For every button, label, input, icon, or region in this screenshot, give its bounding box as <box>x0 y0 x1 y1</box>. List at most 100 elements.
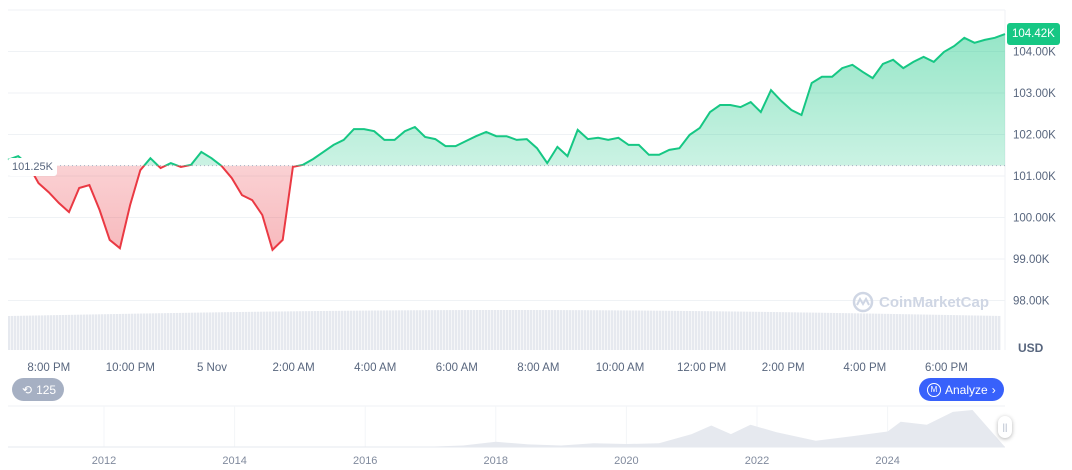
volume-bar <box>731 311 734 350</box>
volume-bar <box>11 315 14 350</box>
volume-bar <box>407 310 410 350</box>
volume-bar <box>743 311 746 350</box>
volume-bar <box>218 312 221 350</box>
volume-bar <box>182 312 185 350</box>
volume-bar <box>644 310 647 350</box>
volume-bar <box>827 312 830 350</box>
navigator-handle[interactable]: || <box>998 416 1012 438</box>
volume-bar <box>227 312 230 350</box>
volume-bar <box>524 310 527 350</box>
volume-bar <box>437 310 440 350</box>
volume-bar <box>671 310 674 350</box>
volume-bar <box>482 310 485 350</box>
volume-bar <box>698 311 701 350</box>
y-tick-label: 102.00K <box>1013 130 1056 142</box>
volume-bar <box>194 312 197 350</box>
volume-bar <box>560 310 563 350</box>
volume-bar <box>374 310 377 350</box>
navigator-year-label: 2024 <box>875 455 899 467</box>
volume-bar <box>764 311 767 350</box>
volume-bar <box>857 313 860 350</box>
volume-bar <box>806 312 809 350</box>
volume-bar <box>542 310 545 350</box>
volume-bar <box>143 313 146 350</box>
volume-bar <box>47 315 50 350</box>
volume-bar <box>848 313 851 350</box>
volume-bar <box>509 310 512 350</box>
volume-bar <box>35 315 38 350</box>
volume-bar <box>983 315 986 350</box>
volume-bar <box>629 310 632 350</box>
volume-bar <box>488 310 491 350</box>
volume-bar <box>515 310 518 350</box>
volume-bar <box>68 314 71 350</box>
volume-bar <box>110 314 113 350</box>
volume-bar <box>404 310 407 350</box>
volume-bar <box>626 310 629 350</box>
volume-bar <box>389 310 392 350</box>
volume-bar <box>365 310 368 350</box>
volume-bar <box>380 310 383 350</box>
volume-bar <box>419 310 422 350</box>
volume-bar <box>908 314 911 350</box>
volume-bar <box>485 310 488 350</box>
volume-bar <box>725 311 728 350</box>
navigator-year-label: 2020 <box>614 455 638 467</box>
volume-bar <box>845 313 848 350</box>
volume-bar <box>17 315 20 350</box>
volume-bar <box>392 310 395 350</box>
volume-bar <box>683 310 686 350</box>
volume-bar <box>473 310 476 350</box>
volume-bar <box>158 313 161 350</box>
volume-bar <box>884 313 887 350</box>
volume-bar <box>32 315 35 350</box>
history-button[interactable]: ⟲ 125 <box>12 378 65 401</box>
volume-bar <box>836 313 839 350</box>
volume-bar <box>302 311 305 350</box>
volume-bar <box>842 313 845 350</box>
volume-bar <box>413 310 416 350</box>
volume-bar <box>275 311 278 350</box>
volume-bar <box>692 311 695 350</box>
volume-bar <box>797 312 800 350</box>
volume-bar <box>233 312 236 350</box>
volume-bar <box>137 313 140 350</box>
volume-bar <box>551 310 554 350</box>
volume-bar <box>512 310 515 350</box>
volume-bar <box>104 314 107 350</box>
volume-bar <box>461 310 464 350</box>
volume-bar <box>215 312 218 350</box>
volume-bar <box>572 310 575 350</box>
volume-bar <box>638 310 641 350</box>
volume-bar <box>881 313 884 350</box>
volume-bar <box>674 310 677 350</box>
volume-bar <box>635 310 638 350</box>
volume-bar <box>656 310 659 350</box>
y-tick-label: 104.00K <box>1013 47 1056 59</box>
volume-bar <box>578 310 581 350</box>
volume-bar <box>770 311 773 350</box>
volume-bar <box>605 310 608 350</box>
volume-bar <box>476 310 479 350</box>
volume-bar <box>929 314 932 350</box>
volume-bar <box>815 312 818 350</box>
volume-bar <box>779 312 782 350</box>
volume-bar <box>851 313 854 350</box>
volume-bar <box>839 313 842 350</box>
volume-bar <box>359 310 362 350</box>
navigator-year-label: 2022 <box>745 455 769 467</box>
volume-bar <box>749 311 752 350</box>
navigator-year-label: 2012 <box>92 455 116 467</box>
volume-bar <box>245 311 248 350</box>
volume-bar <box>584 310 587 350</box>
volume-bar <box>599 310 602 350</box>
volume-bar <box>452 310 455 350</box>
volume-bar <box>455 310 458 350</box>
volume-bar <box>587 310 590 350</box>
y-tick-label: 98.00K <box>1013 296 1050 308</box>
volume-bar <box>767 311 770 350</box>
analyze-button[interactable]: M Analyze › <box>919 378 1004 401</box>
volume-bar <box>722 311 725 350</box>
